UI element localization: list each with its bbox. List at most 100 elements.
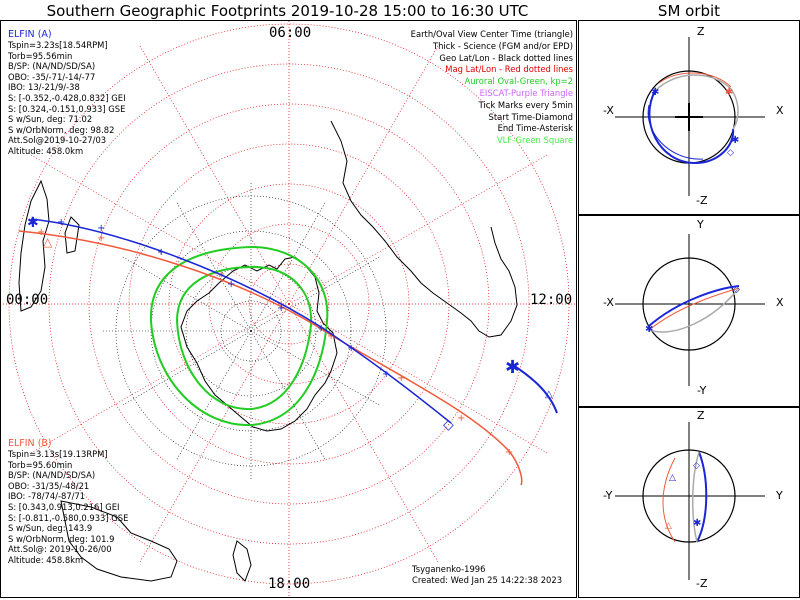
elfin-b-line: S w/OrbNorm, deg: 101.9 <box>8 533 115 544</box>
elfin-b-line: S: [0.343,0.913,0.216] GEI <box>8 501 120 512</box>
geo-lon-line <box>250 330 382 407</box>
geo-lat-lon-grid <box>101 181 401 481</box>
mag-lat-circle <box>88 103 490 505</box>
xy-axis-left: -X <box>603 296 614 309</box>
svg-text:△: △ <box>669 473 676 483</box>
new-zealand-outline <box>232 540 252 582</box>
elfin-a-line: Att.Sol@2019-10-27/03 <box>8 135 107 146</box>
sm-panel-yz: ◇ ✱ △ △ <box>578 407 800 598</box>
geo-lon-line <box>120 330 252 407</box>
svg-text:◇: ◇ <box>693 461 700 471</box>
main-title: Southern Geographic Footprints 2019-10-2… <box>46 2 529 20</box>
credit-block: Tsyganenko-1996 Created: Wed Jan 25 14:2… <box>412 564 562 585</box>
elfin-b-line: Tspin=3.13s[19.13RPM] <box>8 449 108 459</box>
xy-axis-right: X <box>776 296 784 309</box>
hour-label-right: 12:00 <box>530 292 573 308</box>
elfin-a-tick: + <box>97 223 105 234</box>
south-america-outline <box>330 120 518 338</box>
geo-lat-circle <box>185 265 317 397</box>
elfin-a-science-track <box>512 364 558 414</box>
elfin-b-tick: + <box>97 233 105 244</box>
legend-entry: Auroral Oval-Green, kp=2 <box>464 76 573 87</box>
elfin-b-line: IBO: -78/74/-87/71 <box>8 491 86 502</box>
legend-entry: Start Time-Diamond <box>488 111 573 122</box>
legend-entry: Mag Lat/Lon - Red dotted lines <box>445 64 573 75</box>
mag-lon-line <box>288 303 549 455</box>
elfin-b-line: Torb=95.60min <box>8 459 73 470</box>
geo-lon-line <box>120 255 252 332</box>
mag-lon-line <box>29 153 290 305</box>
legend-entry: Earth/Oval View Center Time (triangle) <box>410 29 573 39</box>
model-name: Tsyganenko-1996 <box>412 564 486 574</box>
svg-text:△: △ <box>665 521 672 531</box>
elfin-a-line: B/SP: (NA/ND/SD/SA) <box>8 61 96 72</box>
xy-axis-top: Y <box>697 218 704 231</box>
elfin-b-line: Altitude: 458.8km <box>8 554 84 565</box>
auroral-oval-inner <box>175 265 313 411</box>
hour-label-left: 00:00 <box>6 292 49 308</box>
mag-lat-lon-grid <box>1 21 576 597</box>
mag-lon-line <box>288 44 440 305</box>
xz-axis-left: -X <box>603 104 614 117</box>
elfin-a-line: Altitude: 458.0km <box>8 145 84 156</box>
mag-lon-line <box>138 44 290 305</box>
elfin-a-header: ELFIN (A) <box>8 29 52 40</box>
svg-text:✱: ✱ <box>731 135 739 146</box>
xy-axis-bottom: -Y <box>697 384 707 397</box>
elfin-a-line: S: [-0.352,-0.428,0.832] GEI <box>8 92 126 103</box>
svg-text:✱: ✱ <box>725 87 733 98</box>
legend-entry: VLF-Green Square <box>496 135 573 146</box>
elfin-b-track <box>18 230 523 486</box>
xz-axis-right: X <box>776 104 784 117</box>
elfin-a-track <box>30 218 452 424</box>
xz-axis-top: Z <box>697 25 705 38</box>
yz-axis-left: -Y <box>603 489 613 502</box>
sm-orbit-title: SM orbit <box>657 2 721 20</box>
geo-lon-line <box>250 200 327 332</box>
elfin-a-tick: + <box>227 279 235 290</box>
elfin-a-info: ELFIN (A) Tspin=3.23s[18.54RPM] Torb=95.… <box>8 29 126 157</box>
elfin-b-tick: + <box>457 413 465 424</box>
elfin-a-tick: + <box>382 369 390 380</box>
yz-axis-bottom: -Z <box>696 577 708 590</box>
elfin-a-line: OBO: -35/-71/-14/-77 <box>8 71 96 82</box>
svg-text:✱: ✱ <box>693 518 701 529</box>
map-legend: Earth/Oval View Center Time (triangle) Th… <box>411 29 573 147</box>
antarctica-outline <box>180 256 338 432</box>
elfin-a-tick: + <box>317 323 325 334</box>
elfin-a-end-asterisk-2: ✱ <box>505 357 520 378</box>
elfin-a-line: S: [0.324,-0.151,0.933] GSE <box>8 103 126 114</box>
sm-panel-xz: ✱ ✱ ✱ ◇ <box>578 20 800 215</box>
legend-entry: End Time-Asterisk <box>497 123 573 134</box>
xz-axis-bottom: -Z <box>696 194 708 207</box>
svg-text:◇: ◇ <box>733 285 740 295</box>
elfin-b-line: S w/Sun, deg: 143.9 <box>8 523 93 534</box>
elfin-a-tick: + <box>57 217 65 228</box>
elfin-a-line: S w/OrbNorm, deg: 98.82 <box>8 124 115 135</box>
elfin-a-tick: + <box>347 343 355 354</box>
svg-text:✱: ✱ <box>645 324 653 335</box>
geo-lon-line <box>175 330 252 462</box>
australia-outline <box>60 500 178 582</box>
elfin-a-line: Torb=95.56min <box>8 50 73 61</box>
elfin-b-line: Att.Sol@: 2019-10-26/00 <box>8 544 112 555</box>
elfin-b-start-triangle: △ <box>43 235 53 249</box>
hour-label-bottom: 18:00 <box>268 576 311 592</box>
elfin-a-tick: + <box>277 303 285 314</box>
elfin-a-tick: + <box>157 247 165 258</box>
created-timestamp: Created: Wed Jan 25 14:22:38 2023 <box>412 574 563 585</box>
yz-axis-right: Y <box>776 489 783 502</box>
legend-entry: Tick Marks every 5min <box>478 99 573 110</box>
footprint-map: + + + + + + + + + △ + + + + + + + + ✱ ✱ ◇ △ <box>0 20 577 598</box>
yz-axis-top: Z <box>697 409 705 422</box>
footprint-map-canvas: +++++++++△ ++++++++✱✱◇△ <box>1 21 576 597</box>
elfin-b-info: ELFIN (B) Tspin=3.13s[19.13RPM] Torb=95.… <box>8 438 128 566</box>
sm-panel-xy-canvas: ◇ ✱ <box>615 234 765 386</box>
svg-text:✱: ✱ <box>651 87 659 98</box>
elfin-b-tick: + <box>37 227 45 238</box>
elfin-b-header: ELFIN (B) <box>8 438 52 449</box>
mag-lat-circle <box>208 223 370 385</box>
sm-panel-xy: ◇ ✱ <box>578 215 800 407</box>
sm-panel-yz-canvas: ◇ ✱ △ △ <box>615 422 765 580</box>
geo-lon-line <box>250 330 327 462</box>
